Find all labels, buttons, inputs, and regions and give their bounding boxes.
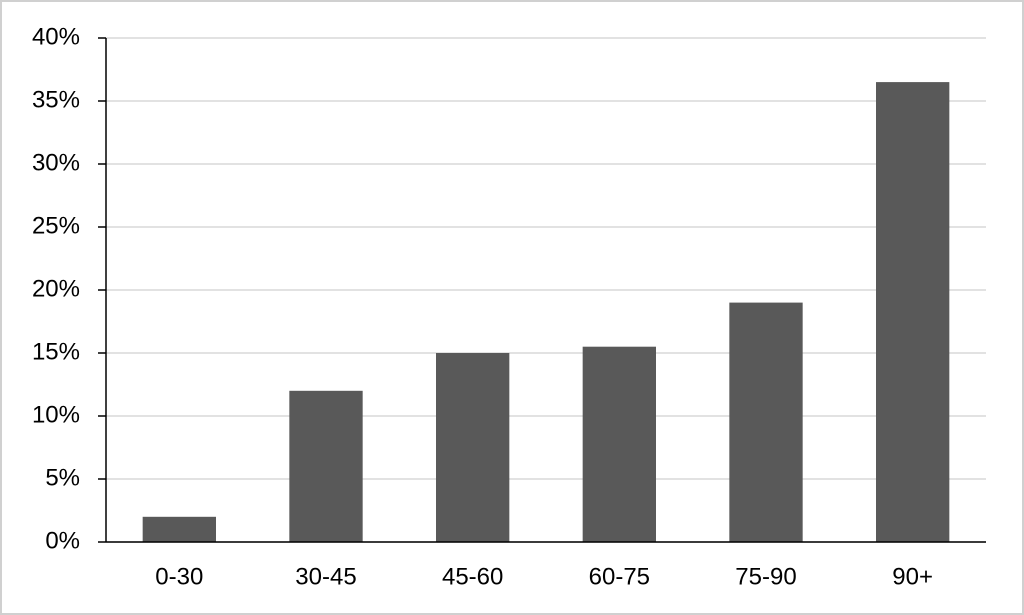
y-tick-label: 20% — [32, 275, 80, 302]
y-tick-label: 15% — [32, 338, 80, 365]
bar — [876, 82, 950, 542]
bar — [582, 346, 656, 542]
bar — [142, 516, 216, 542]
x-tick-label: 75-90 — [735, 563, 796, 590]
x-tick-label: 90+ — [892, 563, 933, 590]
bar — [729, 302, 803, 542]
y-tick-label: 10% — [32, 401, 80, 428]
x-tick-label: 30-45 — [295, 563, 356, 590]
y-tick-label: 40% — [32, 23, 80, 50]
x-tick-label: 0-30 — [155, 563, 203, 590]
bar — [436, 353, 510, 542]
x-tick-label: 45-60 — [442, 563, 503, 590]
y-tick-label: 25% — [32, 212, 80, 239]
y-tick-label: 5% — [45, 464, 80, 491]
bar — [289, 390, 363, 542]
y-tick-label: 35% — [32, 86, 80, 113]
y-tick-label: 30% — [32, 149, 80, 176]
x-tick-label: 60-75 — [589, 563, 650, 590]
y-tick-label: 0% — [45, 527, 80, 554]
